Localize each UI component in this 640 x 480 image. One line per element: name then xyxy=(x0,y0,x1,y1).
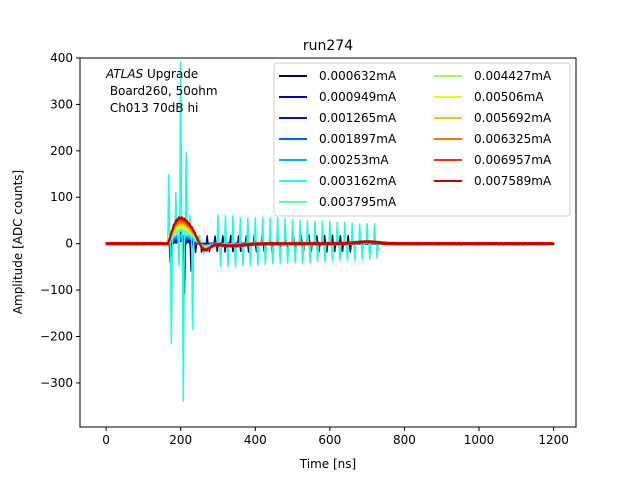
x-tick-label: 200 xyxy=(169,433,192,447)
legend-label: 0.003162mA xyxy=(319,174,397,188)
y-axis: −300 −200 −100 0 100 200 300 400 xyxy=(40,51,80,390)
y-tick-label: −100 xyxy=(40,283,73,297)
legend-frame xyxy=(273,62,571,217)
legend-label: 0.005692mA xyxy=(474,111,552,125)
y-tick-label: 200 xyxy=(50,144,73,158)
legend-label: 0.003795mA xyxy=(319,195,397,209)
axes-frame xyxy=(79,57,577,428)
legend-label: 0.004427mA xyxy=(474,69,552,83)
y-tick-label: 300 xyxy=(50,97,73,111)
legend-label: 0.006957mA xyxy=(474,153,552,167)
annotation-line-3: Ch013 70dB hi xyxy=(106,101,198,115)
legend-label: 0.007589mA xyxy=(474,174,552,188)
y-axis-label: Amplitude [ADC counts] xyxy=(11,170,25,314)
series-layer xyxy=(105,60,555,402)
annotation-upgrade: Upgrade xyxy=(143,67,198,81)
legend: 0.000632mA 0.000949mA 0.001265mA 0.001897mA… xyxy=(273,62,571,217)
y-tick-label: −200 xyxy=(40,329,73,343)
plot-area xyxy=(105,60,555,402)
annotation-line-1: ATLAS Upgrade xyxy=(105,67,198,81)
legend-label: 0.00253mA xyxy=(319,153,389,167)
legend-label: 0.001265mA xyxy=(319,111,397,125)
x-tick-label: 1200 xyxy=(538,433,569,447)
legend-label: 0.00506mA xyxy=(474,90,544,104)
x-tick-label: 600 xyxy=(318,433,341,447)
legend-label: 0.000632mA xyxy=(319,69,397,83)
annotation-line-2: Board260, 50ohm xyxy=(106,84,218,98)
x-tick-label: 1000 xyxy=(464,433,495,447)
x-tick-label: 0 xyxy=(102,433,110,447)
x-axis: 0 200 400 600 800 1000 1200 xyxy=(102,427,569,447)
atlas-annotation: ATLAS Upgrade Board260, 50ohm Ch013 70dB… xyxy=(105,67,218,115)
y-tick-label: −300 xyxy=(40,376,73,390)
y-tick-label: 400 xyxy=(50,51,73,65)
x-tick-label: 800 xyxy=(393,433,416,447)
x-tick-label: 400 xyxy=(244,433,267,447)
x-axis-label: Time [ns] xyxy=(299,457,356,471)
chart-title: run274 xyxy=(303,38,353,54)
legend-label: 0.006325mA xyxy=(474,132,552,146)
y-tick-label: 100 xyxy=(50,190,73,204)
legend-label: 0.001897mA xyxy=(319,132,397,146)
legend-label: 0.000949mA xyxy=(319,90,397,104)
annotation-atlas: ATLAS xyxy=(105,67,144,81)
series-line-0.007589mA xyxy=(105,216,555,252)
y-tick-label: 0 xyxy=(65,237,73,251)
